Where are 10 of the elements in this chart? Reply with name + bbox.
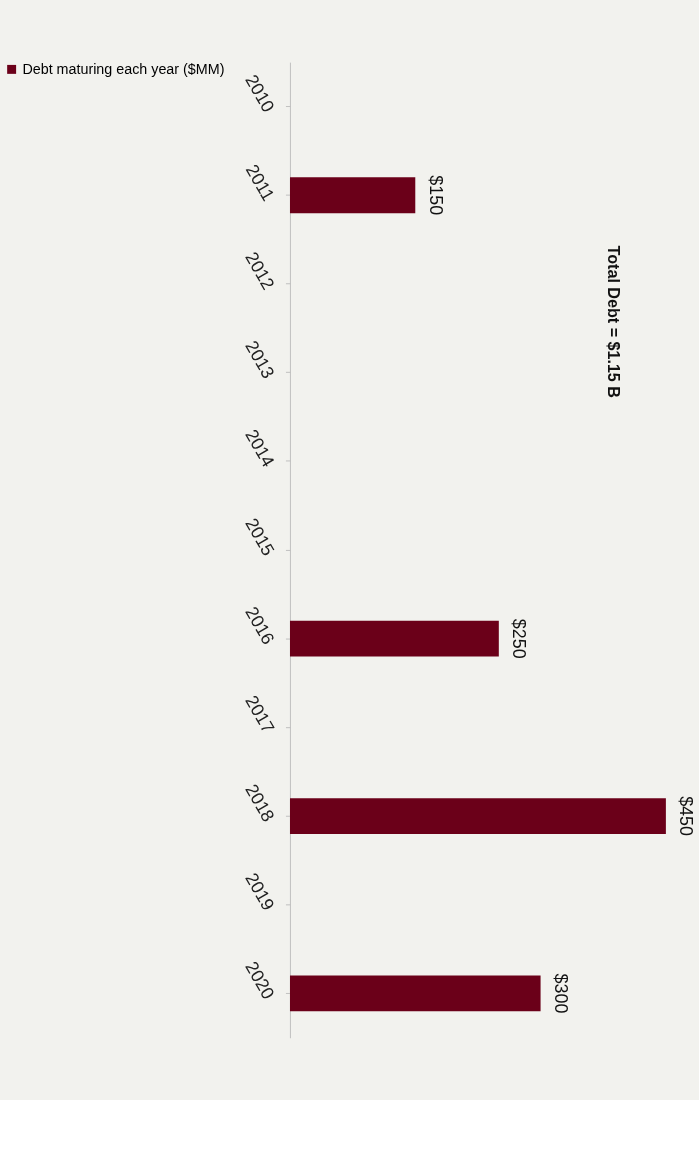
- bar: [289, 798, 666, 834]
- legend-label: Debt maturing each year ($MM): [22, 60, 225, 77]
- data-label: $150: [425, 175, 446, 216]
- bar: [289, 177, 416, 214]
- data-label: $250: [509, 618, 530, 659]
- data-label: $450: [676, 796, 697, 836]
- bar: [289, 975, 541, 1012]
- annotation: Total Debt = $1.15 B: [604, 245, 623, 398]
- data-label: $300: [550, 973, 571, 1014]
- bar: [289, 620, 499, 657]
